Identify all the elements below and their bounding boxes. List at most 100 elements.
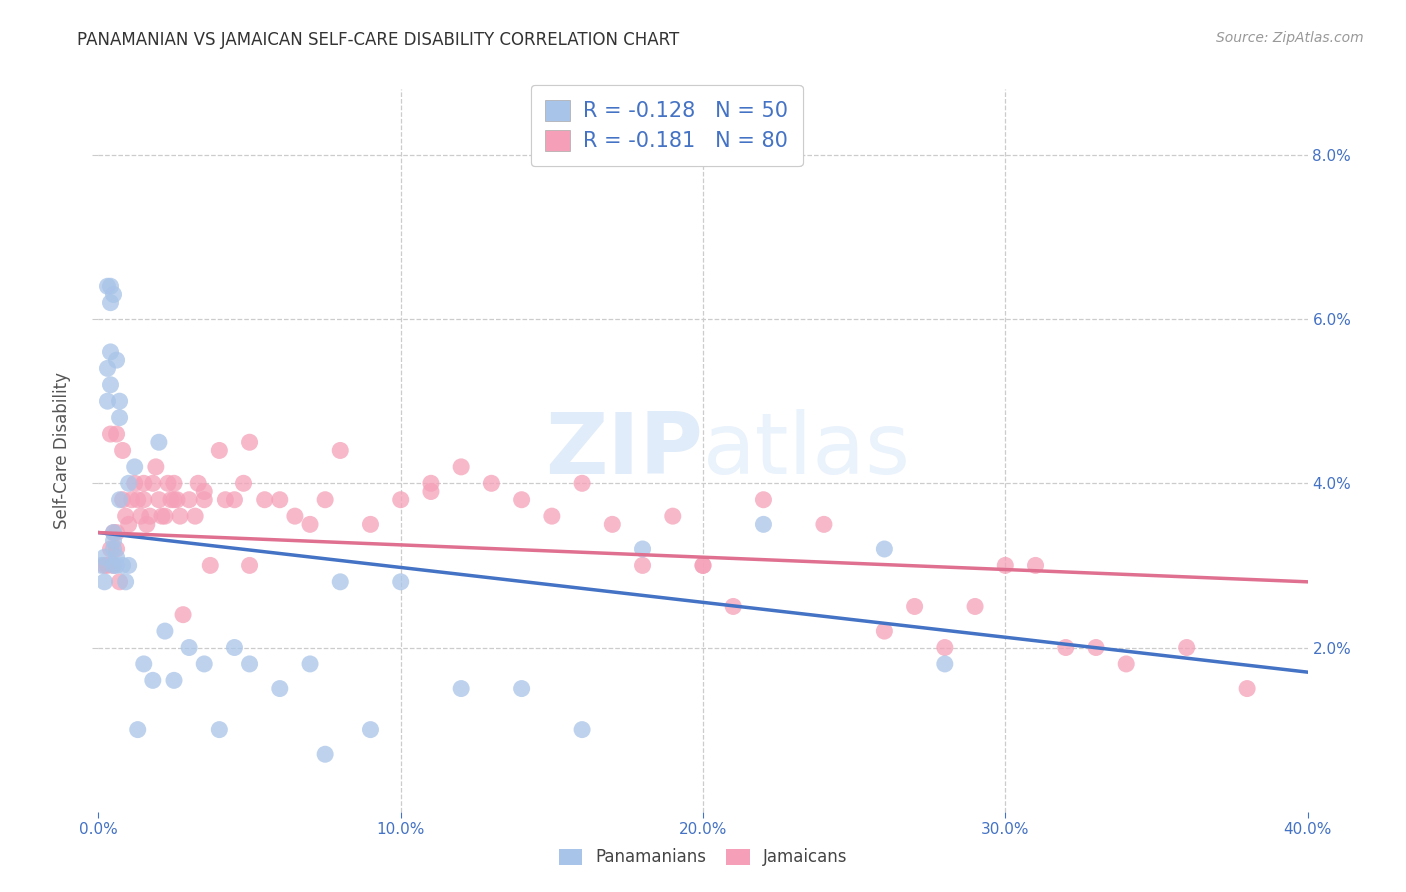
Point (111, 492, 134, 507)
Point (118, 517, 141, 532)
Point (153, 624, 176, 639)
Point (420, 484, 443, 499)
Point (142, 476, 165, 491)
Point (284, 509, 307, 524)
Point (873, 541, 896, 556)
Point (105, 427, 128, 442)
Point (1115, 657, 1137, 671)
Point (193, 492, 215, 507)
Point (111, 443, 134, 458)
Point (813, 517, 835, 532)
Point (169, 509, 191, 524)
Point (153, 509, 176, 524)
Point (127, 492, 149, 507)
Point (631, 541, 654, 556)
Point (329, 443, 352, 458)
Point (93, 574, 115, 589)
Point (239, 435, 262, 450)
Point (105, 558, 128, 573)
Point (142, 673, 165, 688)
Point (904, 599, 927, 614)
Point (510, 681, 533, 696)
Point (100, 377, 122, 392)
Point (269, 492, 291, 507)
Point (166, 492, 188, 507)
Point (105, 525, 128, 540)
Point (239, 657, 262, 671)
Point (163, 492, 186, 507)
Point (239, 558, 262, 573)
Point (571, 723, 593, 737)
Point (723, 599, 745, 614)
Point (172, 607, 194, 622)
Point (100, 279, 122, 293)
Point (150, 509, 173, 524)
Point (103, 558, 125, 573)
Point (96, 279, 118, 293)
Point (224, 640, 246, 655)
Point (100, 295, 122, 310)
Point (148, 492, 170, 507)
Point (1024, 558, 1046, 573)
Point (114, 574, 136, 589)
Point (139, 509, 162, 524)
Legend: Panamanians, Jamaicans: Panamanians, Jamaicans (550, 840, 856, 875)
Point (193, 484, 215, 499)
Text: atlas: atlas (703, 409, 911, 492)
Point (360, 517, 382, 532)
Point (1085, 640, 1108, 655)
Point (1054, 640, 1077, 655)
Point (208, 723, 231, 737)
Point (1236, 681, 1258, 696)
Point (103, 287, 125, 301)
Point (299, 517, 322, 532)
Point (129, 509, 152, 524)
Point (108, 394, 131, 409)
Point (450, 459, 472, 474)
Point (103, 558, 125, 573)
Point (389, 492, 412, 507)
Point (571, 476, 593, 491)
Point (752, 492, 775, 507)
Point (873, 624, 896, 639)
Point (108, 574, 131, 589)
Point (389, 574, 412, 589)
Legend: R = -0.128   N = 50, R = -0.181   N = 80: R = -0.128 N = 50, R = -0.181 N = 80 (531, 85, 803, 166)
Text: ZIP: ZIP (546, 409, 703, 492)
Point (179, 640, 201, 655)
Point (163, 476, 186, 491)
Point (103, 533, 125, 548)
Point (934, 657, 956, 671)
Point (1175, 640, 1198, 655)
Point (692, 558, 714, 573)
Point (224, 492, 246, 507)
Point (160, 492, 183, 507)
Point (214, 492, 236, 507)
Point (96, 558, 118, 573)
Point (96, 361, 118, 376)
Point (93, 558, 115, 573)
Point (127, 723, 149, 737)
Point (510, 492, 533, 507)
Text: Source: ZipAtlas.com: Source: ZipAtlas.com (1216, 31, 1364, 45)
Point (96, 394, 118, 409)
Point (103, 525, 125, 540)
Point (105, 550, 128, 565)
Y-axis label: Self-Care Disability: Self-Care Disability (53, 372, 72, 529)
Point (184, 509, 207, 524)
Point (269, 681, 291, 696)
Point (132, 476, 155, 491)
Point (118, 476, 141, 491)
Point (232, 476, 254, 491)
Text: PANAMANIAN VS JAMAICAN SELF-CARE DISABILITY CORRELATION CHART: PANAMANIAN VS JAMAICAN SELF-CARE DISABIL… (77, 31, 679, 49)
Point (360, 723, 382, 737)
Point (752, 517, 775, 532)
Point (631, 558, 654, 573)
Point (118, 558, 141, 573)
Point (124, 459, 146, 474)
Point (105, 353, 128, 368)
Point (132, 492, 155, 507)
Point (692, 558, 714, 573)
Point (124, 476, 146, 491)
Point (179, 492, 201, 507)
